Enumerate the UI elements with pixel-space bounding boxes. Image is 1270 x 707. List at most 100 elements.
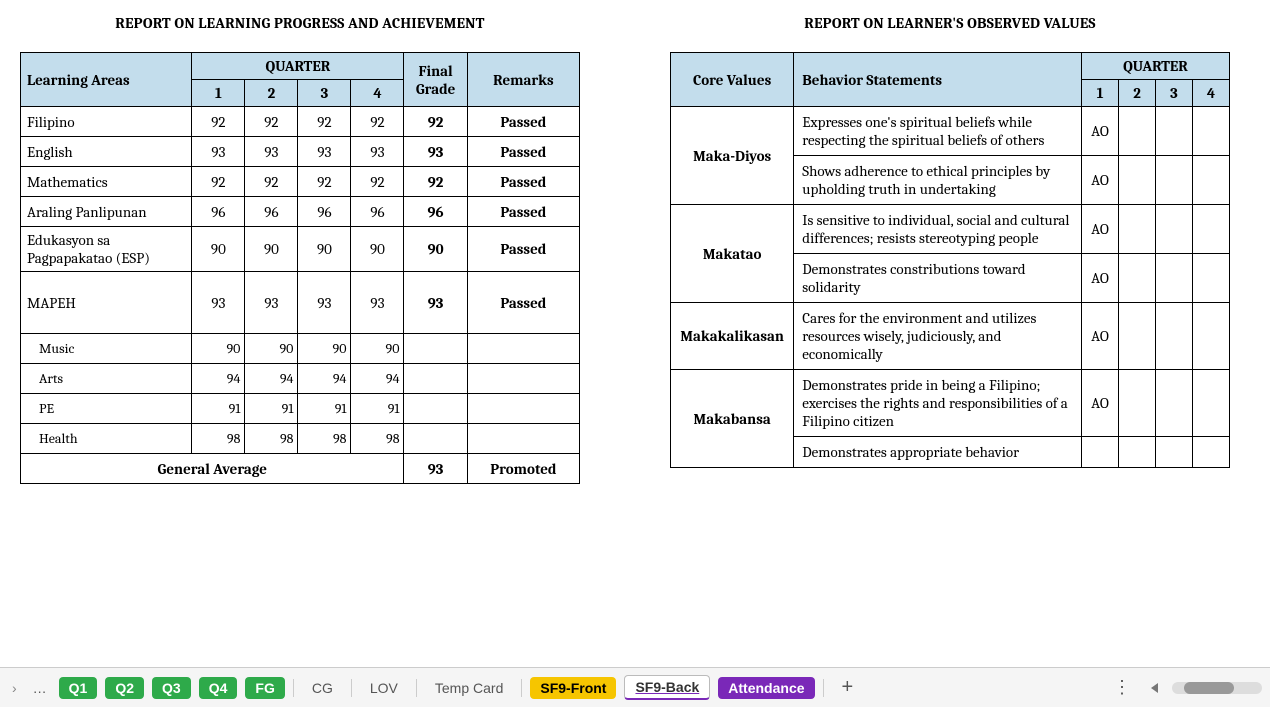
horizontal-scrollbar[interactable] xyxy=(1172,682,1262,694)
sheet-tab[interactable]: Temp Card xyxy=(425,677,513,699)
mapeh-subarea-cell: Arts xyxy=(21,364,192,394)
quarter-grade-cell: 92 xyxy=(245,107,298,137)
table-row: Filipino9292929292Passed xyxy=(21,107,580,137)
final-grade-cell: 93 xyxy=(404,272,467,334)
hdr-q2: 2 xyxy=(245,80,298,107)
quarter-grade-cell: 90 xyxy=(298,227,351,272)
value-quarter-cell xyxy=(1155,156,1192,205)
value-quarter-cell xyxy=(1192,254,1229,303)
value-quarter-cell xyxy=(1082,437,1119,468)
final-grade-cell: 92 xyxy=(404,107,467,137)
quarter-grade-cell: 98 xyxy=(298,424,351,454)
values-table: Core Values Behavior Statements QUARTER … xyxy=(670,52,1230,468)
value-quarter-cell xyxy=(1192,107,1229,156)
table-row: English9393939393Passed xyxy=(21,137,580,167)
remark-cell xyxy=(467,424,579,454)
hdr-final-grade: Final Grade xyxy=(404,53,467,107)
quarter-grade-cell: 93 xyxy=(351,272,404,334)
quarter-grade-cell: 93 xyxy=(245,272,298,334)
table-row: Mathematics9292929292Passed xyxy=(21,167,580,197)
value-quarter-cell: AO xyxy=(1082,370,1119,437)
hdr-quarter: QUARTER xyxy=(192,53,404,80)
tab-list-menu-icon[interactable]: … xyxy=(29,680,51,696)
sheet-tab[interactable]: SF9-Back xyxy=(624,675,710,700)
tab-options-icon[interactable]: ⋮ xyxy=(1105,677,1139,698)
sheet-tab[interactable]: LOV xyxy=(360,677,408,699)
final-grade-cell: 90 xyxy=(404,227,467,272)
quarter-grade-cell: 90 xyxy=(245,334,298,364)
learning-area-cell: Mathematics xyxy=(21,167,192,197)
value-quarter-cell xyxy=(1192,156,1229,205)
table-row: Edukasyon sa Pagpapakatao (ESP)909090909… xyxy=(21,227,580,272)
quarter-grade-cell: 96 xyxy=(192,197,245,227)
sheet-tab[interactable]: Attendance xyxy=(718,677,814,699)
table-row: Araling Panlipunan9696969696Passed xyxy=(21,197,580,227)
quarter-grade-cell: 94 xyxy=(192,364,245,394)
sheet-tab[interactable]: CG xyxy=(302,677,343,699)
remark-cell: Passed xyxy=(467,107,579,137)
hdr-remarks: Remarks xyxy=(467,53,579,107)
behavior-statement-cell: Cares for the environment and utilizes r… xyxy=(794,303,1082,370)
general-average-row: General Average93Promoted xyxy=(21,454,580,484)
remark-cell xyxy=(467,364,579,394)
quarter-grade-cell: 94 xyxy=(298,364,351,394)
sheet-tab[interactable]: FG xyxy=(245,677,284,699)
mapeh-subarea-cell: Music xyxy=(21,334,192,364)
value-quarter-cell: AO xyxy=(1082,156,1119,205)
quarter-grade-cell: 93 xyxy=(245,137,298,167)
mapeh-subarea-cell: Health xyxy=(21,424,192,454)
learning-area-cell: English xyxy=(21,137,192,167)
sheet-tab[interactable]: Q3 xyxy=(152,677,191,699)
quarter-grade-cell: 90 xyxy=(192,227,245,272)
table-row: MakataoIs sensitive to individual, socia… xyxy=(671,205,1230,254)
quarter-grade-cell: 90 xyxy=(298,334,351,364)
tab-separator xyxy=(416,679,417,697)
core-value-cell: Makatao xyxy=(671,205,794,303)
table-row: Maka-DiyosExpresses one's spiritual beli… xyxy=(671,107,1230,156)
quarter-grade-cell: 98 xyxy=(245,424,298,454)
remark-cell: Passed xyxy=(467,197,579,227)
quarter-grade-cell: 92 xyxy=(351,167,404,197)
progress-table: Learning Areas QUARTER Final Grade Remar… xyxy=(20,52,580,484)
general-average-value: 93 xyxy=(404,454,467,484)
learning-area-cell: Araling Panlipunan xyxy=(21,197,192,227)
remark-cell: Passed xyxy=(467,272,579,334)
mapeh-subarea-cell: PE xyxy=(21,394,192,424)
quarter-grade-cell: 92 xyxy=(192,167,245,197)
value-quarter-cell xyxy=(1119,370,1156,437)
quarter-grade-cell: 93 xyxy=(351,137,404,167)
hdr-behavior-statements: Behavior Statements xyxy=(794,53,1082,107)
value-quarter-cell xyxy=(1119,437,1156,468)
behavior-statement-cell: Shows adherence to ethical principles by… xyxy=(794,156,1082,205)
core-value-cell: Makakalikasan xyxy=(671,303,794,370)
tab-separator xyxy=(823,679,824,697)
table-row: Music90909090 xyxy=(21,334,580,364)
value-quarter-cell xyxy=(1155,254,1192,303)
quarter-grade-cell: 92 xyxy=(245,167,298,197)
sheet-tab[interactable]: SF9-Front xyxy=(530,677,616,699)
hdr-core-values: Core Values xyxy=(671,53,794,107)
behavior-statement-cell: Demonstrates constributions toward solid… xyxy=(794,254,1082,303)
remark-cell xyxy=(467,334,579,364)
sheet-tab[interactable]: Q4 xyxy=(199,677,238,699)
value-quarter-cell xyxy=(1192,205,1229,254)
value-quarter-cell: AO xyxy=(1082,107,1119,156)
value-quarter-cell xyxy=(1155,107,1192,156)
value-quarter-cell xyxy=(1119,205,1156,254)
hscroll-left-icon[interactable] xyxy=(1151,683,1158,693)
value-quarter-cell xyxy=(1155,370,1192,437)
table-row: Health98989898 xyxy=(21,424,580,454)
sheet-tab[interactable]: Q1 xyxy=(59,677,98,699)
quarter-grade-cell: 94 xyxy=(351,364,404,394)
value-quarter-cell xyxy=(1155,303,1192,370)
add-sheet-button[interactable]: + xyxy=(832,676,864,699)
final-grade-cell xyxy=(404,424,467,454)
value-quarter-cell xyxy=(1155,205,1192,254)
tab-scroll-right-icon[interactable]: › xyxy=(8,680,21,696)
behavior-statement-cell: Is sensitive to individual, social and c… xyxy=(794,205,1082,254)
sheet-tab[interactable]: Q2 xyxy=(105,677,144,699)
table-row: MakakalikasanCares for the environment a… xyxy=(671,303,1230,370)
quarter-grade-cell: 96 xyxy=(298,197,351,227)
value-quarter-cell xyxy=(1119,156,1156,205)
table-row: MAPEH9393939393Passed xyxy=(21,272,580,334)
